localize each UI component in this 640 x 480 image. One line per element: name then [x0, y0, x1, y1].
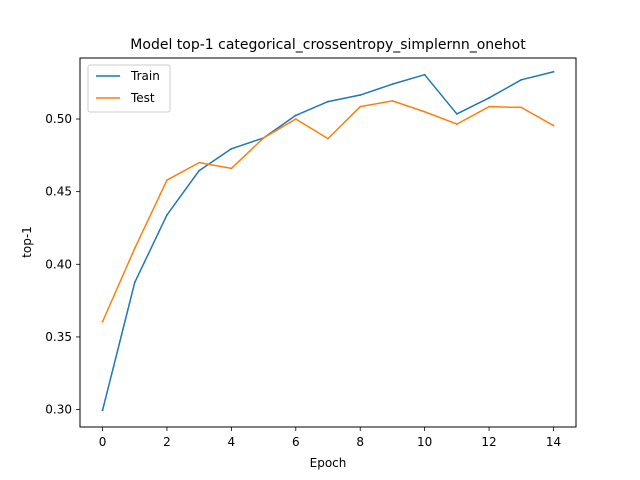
series-point-train: [230, 147, 233, 150]
x-tick-label: 2: [163, 435, 171, 449]
y-axis-label: top-1: [20, 226, 34, 258]
x-tick-label: 14: [546, 435, 561, 449]
series-layer: [101, 70, 555, 412]
series-point-test: [552, 124, 555, 127]
y-tick-label: 0.40: [45, 257, 72, 271]
series-point-test: [391, 99, 394, 102]
series-point-train: [552, 70, 555, 73]
y-tick-label: 0.45: [45, 185, 72, 199]
series-point-train: [520, 78, 523, 81]
x-tick-label: 12: [481, 435, 496, 449]
series-point-train: [166, 213, 168, 216]
legend-label-train: Train: [130, 69, 160, 83]
x-tick-label: 6: [292, 435, 300, 449]
x-axis-label: Epoch: [310, 456, 347, 470]
legend: Train Test: [87, 64, 171, 113]
x-axis-ticks: 0 2 4 6 8 10 12 14: [99, 427, 561, 449]
axes-frame: [79, 57, 577, 428]
y-tick-label: 0.35: [45, 330, 72, 344]
series-point-train: [391, 83, 394, 86]
series-point-train: [294, 114, 297, 117]
plot-area: [79, 57, 577, 428]
series-point-test: [230, 167, 233, 170]
x-tick-label: 10: [417, 435, 432, 449]
chart-title: Model top-1 categorical_crossentropy_sim…: [130, 37, 526, 53]
series-point-test: [423, 110, 426, 113]
series-point-test: [327, 137, 329, 140]
series-point-test: [262, 137, 265, 139]
series-point-test: [455, 123, 458, 126]
y-tick-label: 0.50: [45, 112, 72, 126]
series-point-test: [198, 161, 201, 164]
series-point-test: [101, 320, 104, 323]
series-point-test: [488, 105, 490, 108]
x-tick-label: 4: [228, 435, 236, 449]
series-point-train: [455, 113, 458, 115]
x-tick-label: 8: [356, 435, 364, 449]
series-point-train: [327, 100, 329, 103]
y-tick-label: 0.30: [45, 403, 72, 417]
series-point-train: [133, 281, 136, 284]
series-point-train: [198, 169, 201, 172]
series-point-test: [520, 106, 523, 109]
series-point-test: [166, 179, 168, 181]
series-point-train: [101, 409, 104, 412]
series-point-train: [488, 97, 490, 99]
series-point-test: [359, 105, 362, 108]
series-point-train: [359, 94, 362, 96]
series-point-test: [294, 118, 297, 120]
x-tick-label: 0: [99, 435, 107, 449]
series-point-test: [133, 247, 136, 250]
legend-label-test: Test: [130, 91, 155, 105]
y-axis-ticks: 0.30 0.35 0.40 0.45 0.50: [45, 112, 80, 417]
series-point-train: [423, 73, 426, 76]
